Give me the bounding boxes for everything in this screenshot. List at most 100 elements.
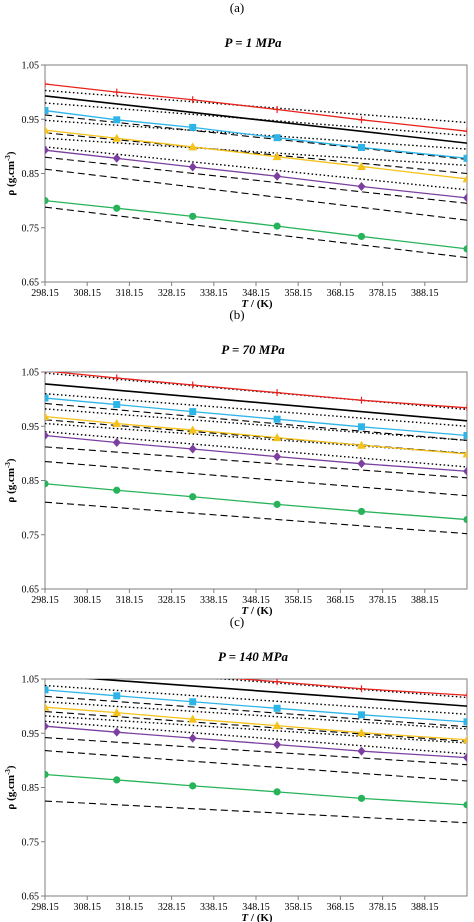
data-point-square	[273, 704, 281, 712]
model-line-dotted-4	[45, 408, 467, 442]
data-point-diamond	[357, 182, 366, 192]
data-point-square	[273, 415, 281, 423]
data-point-circle	[357, 232, 366, 241]
data-point-circle	[45, 480, 49, 488]
x-tick-label: 338.15	[200, 595, 228, 606]
y-tick-label: 0.95	[22, 422, 40, 433]
x-tick-label: 378.15	[369, 902, 397, 913]
data-point-plus	[42, 659, 49, 666]
data-point-plus	[463, 691, 467, 699]
x-tick-label: 348.15	[242, 595, 270, 606]
data-point-diamond	[463, 193, 467, 203]
data-point-square	[358, 143, 365, 151]
y-tick-label: 1.05	[22, 675, 40, 686]
x-tick-label: 308.15	[73, 288, 101, 299]
model-line-solid-1	[45, 383, 467, 422]
data-point-triangle	[272, 152, 282, 161]
data-point-square	[45, 394, 49, 402]
data-point-triangle	[272, 721, 282, 730]
data-point-plus	[463, 127, 467, 135]
data-point-triangle	[45, 411, 50, 420]
model-line-dashed-8	[45, 711, 467, 742]
x-tick-label: 368.15	[327, 595, 355, 606]
x-tick-label: 348.15	[242, 288, 270, 299]
model-line-dashed-7	[45, 402, 467, 441]
x-axis-label: T / (K)	[241, 298, 273, 310]
model-line-dotted-4	[45, 701, 467, 730]
y-tick-label: 1.05	[22, 368, 40, 379]
y-tick-label: 0.75	[22, 837, 40, 848]
panel-label: (a)	[230, 0, 244, 15]
series-line-5	[45, 773, 467, 806]
series-line-4	[45, 725, 467, 759]
x-tick-label: 298.15	[31, 288, 59, 299]
model-line-dashed-10	[45, 168, 467, 221]
data-point-triangle	[112, 133, 122, 142]
x-tick-label: 378.15	[369, 595, 397, 606]
x-tick-label: 318.15	[116, 288, 144, 299]
data-point-circle	[189, 212, 197, 220]
series-line-2	[45, 689, 467, 723]
data-point-plus	[189, 96, 197, 104]
model-line-dotted-2	[214, 679, 467, 699]
data-point-plus	[113, 665, 120, 672]
y-axis-label: ρ (g.cm-3)	[4, 458, 17, 502]
series-line-1	[233, 679, 467, 696]
data-point-triangle	[188, 425, 198, 434]
model-line-dashed-7	[45, 695, 467, 728]
series-line-2	[45, 109, 467, 159]
y-axis-label: ρ (g.cm-3)	[4, 151, 17, 195]
data-point-triangle	[357, 161, 366, 170]
model-line-dashed-10	[45, 460, 467, 497]
data-point-triangle	[462, 174, 467, 183]
model-line-dashed-8	[45, 132, 467, 175]
data-point-square	[189, 698, 197, 706]
data-point-plus	[463, 404, 467, 412]
y-tick-label: 0.95	[22, 115, 40, 126]
data-point-triangle	[45, 125, 50, 134]
series-line-5	[45, 483, 467, 521]
y-tick-label: 0.85	[22, 476, 40, 487]
y-tick-label: 0.95	[22, 729, 40, 740]
data-point-circle	[189, 493, 197, 501]
data-point-triangle	[462, 449, 467, 458]
panel-label: (c)	[230, 614, 244, 629]
model-line-dashed-11	[45, 501, 467, 535]
x-tick-label: 368.15	[327, 288, 355, 299]
y-tick-label: 0.65	[22, 892, 40, 903]
y-tick-label: 0.65	[22, 278, 40, 289]
model-line-dashed-10	[45, 750, 467, 782]
data-point-circle	[463, 245, 467, 253]
data-point-diamond	[188, 444, 197, 454]
series-line-4	[45, 434, 467, 472]
data-point-triangle	[357, 728, 366, 737]
y-tick-label: 0.85	[22, 783, 40, 794]
data-point-triangle	[112, 708, 122, 717]
data-point-square	[113, 401, 121, 409]
data-point-diamond	[273, 452, 282, 462]
x-tick-label: 318.15	[116, 595, 144, 606]
data-point-square	[189, 123, 197, 131]
chart-title: P = 1 MPa	[224, 35, 282, 50]
model-line-solid-1	[45, 95, 467, 144]
data-point-diamond	[273, 740, 282, 750]
data-point-plus	[273, 389, 281, 397]
data-point-diamond	[188, 733, 197, 743]
plot-content	[42, 659, 467, 824]
data-point-square	[358, 711, 365, 719]
data-point-circle	[113, 204, 121, 212]
data-point-diamond	[45, 721, 49, 731]
model-line-dotted-2	[45, 89, 467, 124]
panel-label: (b)	[229, 307, 244, 322]
data-point-diamond	[357, 746, 366, 756]
series-line-1	[49, 372, 467, 409]
data-point-triangle	[45, 702, 50, 711]
x-tick-label: 388.15	[411, 595, 439, 606]
data-point-triangle	[188, 714, 198, 723]
data-point-square	[113, 692, 121, 700]
data-point-square	[463, 718, 467, 726]
data-point-plus	[113, 374, 121, 382]
data-point-square	[463, 431, 467, 439]
y-tick-label: 0.85	[22, 169, 40, 180]
